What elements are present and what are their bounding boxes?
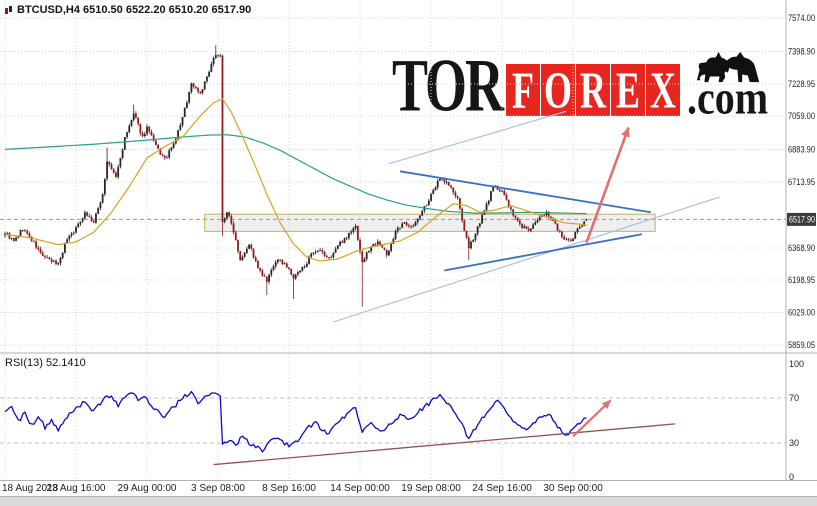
wedge-trendline-2[interactable] bbox=[444, 233, 643, 272]
svg-text:30: 30 bbox=[789, 438, 799, 448]
svg-text:7574.00: 7574.00 bbox=[788, 13, 815, 23]
ma-slow-line bbox=[4, 134, 587, 215]
mini-candles-icon bbox=[5, 5, 12, 14]
svg-text:29 Aug 00:00: 29 Aug 00:00 bbox=[118, 483, 177, 494]
current-price-tag bbox=[787, 212, 816, 226]
channel-trendline-2[interactable] bbox=[333, 196, 720, 323]
watermark-tail: .com bbox=[687, 50, 769, 125]
watermark-letter-E: E bbox=[611, 61, 646, 119]
watermark-letter-X: X bbox=[646, 61, 681, 119]
bull-bear-logo bbox=[696, 51, 760, 83]
svg-text:7398.90: 7398.90 bbox=[788, 46, 815, 56]
svg-text:19 Sep 08:00: 19 Sep 08:00 bbox=[401, 483, 461, 494]
symbol-ohlc-text: BTCUSD,H4 6510.50 6522.20 6510.20 6517.9… bbox=[17, 4, 252, 16]
svg-text:70: 70 bbox=[789, 393, 799, 403]
current-price-tag-text: 6517.90 bbox=[789, 214, 815, 224]
rsi-trendline[interactable] bbox=[213, 423, 676, 466]
ma-fast-line bbox=[4, 98, 587, 262]
rsi-indicator-label: RSI(13) 52.1410 bbox=[5, 357, 86, 369]
svg-text:24 Sep 16:00: 24 Sep 16:00 bbox=[472, 483, 532, 494]
svg-text:6198.95: 6198.95 bbox=[788, 275, 815, 285]
svg-text:6883.90: 6883.90 bbox=[788, 145, 815, 155]
support-resistance-zone bbox=[204, 213, 656, 232]
channel-trendline-1[interactable] bbox=[388, 110, 567, 165]
svg-text:7228.95: 7228.95 bbox=[788, 79, 815, 89]
price-axis: 7574.00 7398.90 7228.95 7059.00 6883.90 6713.… bbox=[788, 13, 815, 482]
svg-text:23 Aug 16:00: 23 Aug 16:00 bbox=[47, 483, 106, 494]
forecast-arrow-up[interactable] bbox=[585, 127, 630, 244]
svg-text:0: 0 bbox=[789, 472, 794, 482]
svg-text:14 Sep 00:00: 14 Sep 00:00 bbox=[330, 483, 390, 494]
svg-text:100: 100 bbox=[789, 359, 804, 369]
watermark-letter-F: F bbox=[506, 61, 541, 119]
rsi-line bbox=[4, 390, 587, 453]
svg-text:6029.00: 6029.00 bbox=[788, 308, 815, 318]
svg-text:6713.95: 6713.95 bbox=[788, 177, 815, 187]
svg-text:6368.90: 6368.90 bbox=[788, 243, 815, 253]
symbol-ohlc-label: BTCUSD,H4 6510.50 6522.20 6510.20 6517.9… bbox=[4, 4, 251, 16]
watermark-dotcom: .com bbox=[687, 70, 769, 125]
grid bbox=[0, 0, 786, 480]
watermark-tor: TOR bbox=[392, 43, 504, 128]
svg-text:3 Sep 08:00: 3 Sep 08:00 bbox=[191, 483, 245, 494]
candles bbox=[4, 45, 588, 307]
svg-text:18 Aug 2018: 18 Aug 2018 bbox=[2, 483, 59, 494]
svg-text:5859.05: 5859.05 bbox=[788, 340, 815, 350]
pane-splitter[interactable] bbox=[0, 349, 817, 357]
watermark-letter-O: O bbox=[541, 61, 576, 119]
bottom-bar bbox=[0, 496, 817, 506]
wedge-trendline-1[interactable] bbox=[399, 170, 651, 214]
svg-text:7059.00: 7059.00 bbox=[788, 111, 815, 121]
svg-text:8 Sep 16:00: 8 Sep 16:00 bbox=[262, 483, 316, 494]
svg-text:30 Sep 00:00: 30 Sep 00:00 bbox=[543, 483, 603, 494]
watermark-letter-R: R bbox=[576, 61, 611, 119]
rsi-arrow-up[interactable] bbox=[572, 399, 612, 438]
